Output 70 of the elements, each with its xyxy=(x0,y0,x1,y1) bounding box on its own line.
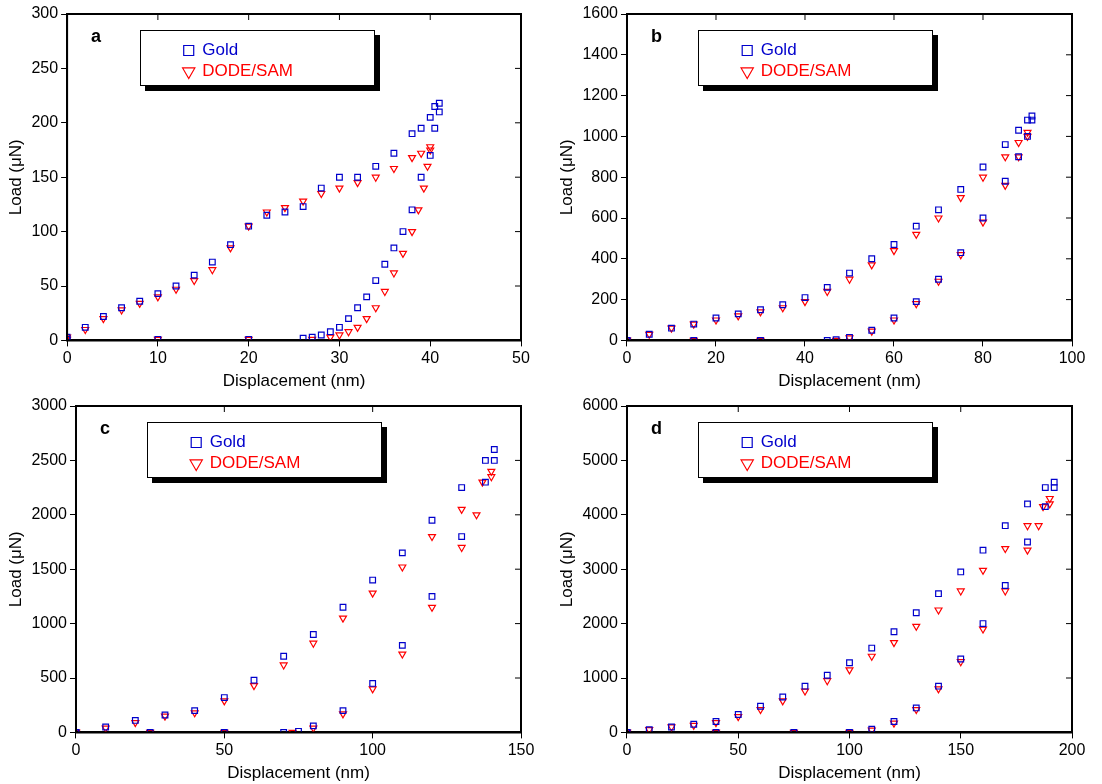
y-tick-label: 1200 xyxy=(582,86,619,104)
annotation: b xyxy=(650,25,662,46)
y-tick-label: 100 xyxy=(31,222,59,240)
y-tick-label: 1000 xyxy=(582,668,619,686)
x-axis-title: Displacement (nm) xyxy=(778,763,921,783)
y-axis-title: Load (μN) xyxy=(556,139,576,216)
legend-label: DODE/SAM xyxy=(202,61,293,81)
legend-label: DODE/SAM xyxy=(760,61,852,81)
x-tick-label: 10 xyxy=(148,349,167,367)
y-tick-label: 500 xyxy=(40,668,68,686)
y-tick-label: 0 xyxy=(58,722,68,740)
y-tick-label: 2000 xyxy=(582,614,619,632)
x-tick-label: 50 xyxy=(512,349,530,367)
y-tick-label: 50 xyxy=(40,276,59,294)
y-tick-label: 150 xyxy=(31,167,59,185)
x-tick-label: 40 xyxy=(796,349,814,367)
x-tick-label: 0 xyxy=(71,741,81,759)
y-tick-label: 250 xyxy=(31,58,59,76)
y-axis-title: Load (μN) xyxy=(5,139,25,216)
x-axis-title: Displacement (nm) xyxy=(222,371,366,391)
y-tick-label: 200 xyxy=(591,290,619,308)
y-tick-label: 1500 xyxy=(31,559,68,577)
x-tick-label: 40 xyxy=(421,349,440,367)
y-tick-label: 0 xyxy=(609,330,619,348)
x-tick-label: 0 xyxy=(622,349,632,367)
annotation: a xyxy=(91,25,103,46)
x-axis-title: Displacement (nm) xyxy=(227,763,370,783)
y-tick-label: 3000 xyxy=(582,559,619,577)
y-tick-label: 300 xyxy=(31,4,59,22)
y-tick-label: 1400 xyxy=(582,45,619,63)
legend-label: Gold xyxy=(760,432,797,452)
y-tick-label: 4000 xyxy=(582,505,619,523)
x-tick-label: 30 xyxy=(330,349,349,367)
y-tick-label: 0 xyxy=(49,330,59,348)
legend-label: Gold xyxy=(202,40,239,60)
x-tick-label: 50 xyxy=(215,741,234,759)
y-tick-label: 1000 xyxy=(582,126,619,144)
y-tick-label: 5000 xyxy=(582,450,619,468)
y-tick-label: 2000 xyxy=(31,505,68,523)
legend-label: Gold xyxy=(760,40,797,60)
x-tick-label: 100 xyxy=(1058,349,1086,367)
x-tick-label: 0 xyxy=(622,741,632,759)
y-tick-label: 400 xyxy=(591,249,619,267)
legend-label: DODE/SAM xyxy=(760,453,852,473)
y-axis-title: Load (μN) xyxy=(556,531,576,608)
y-tick-label: 600 xyxy=(591,208,619,226)
y-tick-label: 800 xyxy=(591,167,619,185)
x-tick-label: 80 xyxy=(974,349,992,367)
x-tick-label: 60 xyxy=(885,349,903,367)
legend-label: Gold xyxy=(209,432,246,452)
y-tick-label: 1600 xyxy=(582,4,619,22)
x-tick-label: 150 xyxy=(507,741,535,759)
y-tick-label: 1000 xyxy=(31,614,68,632)
x-tick-label: 100 xyxy=(836,741,863,759)
y-tick-label: 0 xyxy=(609,722,619,740)
x-tick-label: 20 xyxy=(707,349,725,367)
y-axis-title: Load (μN) xyxy=(5,531,25,608)
x-tick-label: 100 xyxy=(359,741,387,759)
y-tick-label: 6000 xyxy=(582,396,619,414)
y-tick-label: 200 xyxy=(31,113,59,131)
y-tick-label: 3000 xyxy=(31,396,68,414)
x-tick-label: 150 xyxy=(947,741,975,759)
annotation: c xyxy=(99,417,111,438)
annotation: d xyxy=(650,417,662,438)
x-tick-label: 200 xyxy=(1058,741,1086,759)
x-tick-label: 50 xyxy=(729,741,748,759)
legend-label: DODE/SAM xyxy=(209,453,301,473)
x-axis-title: Displacement (nm) xyxy=(778,371,921,391)
y-tick-label: 2500 xyxy=(31,450,68,468)
x-tick-label: 20 xyxy=(239,349,258,367)
